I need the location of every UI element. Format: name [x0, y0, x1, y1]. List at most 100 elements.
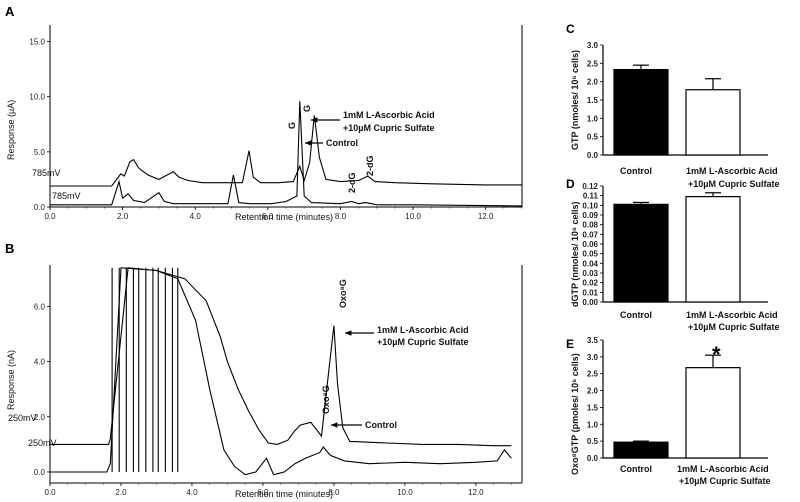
- y-tick-label: 0.5: [587, 133, 599, 142]
- y-tick-label: 0.03: [582, 269, 598, 278]
- bar-treated: [685, 89, 741, 156]
- y-tick-label: 0.0: [34, 203, 46, 212]
- y-tick-label: 2.0: [587, 387, 599, 396]
- chromatogram-trace: [50, 101, 523, 207]
- y-tick-label: 3.0: [587, 353, 599, 362]
- panel-a-control-label: Control: [326, 138, 358, 148]
- x-tick-label: 8.0: [328, 488, 340, 497]
- y-tick-label: 0.00: [582, 298, 598, 307]
- x-tick-label: 12.0: [478, 212, 494, 221]
- y-tick-label: 10.0: [29, 93, 45, 102]
- bar-treated: [685, 367, 741, 459]
- panel-b-xlabel: Retention time (minutes): [235, 489, 333, 499]
- label-250mv-top: 250mV: [8, 413, 37, 423]
- panel-d-cat-treat2: +10µM Cupric Sulfate: [688, 322, 779, 332]
- y-tick-label: 0.04: [582, 259, 598, 268]
- x-tick-label: 8.0: [335, 212, 347, 221]
- panel-a-xlabel: Retention time (minutes): [235, 212, 333, 222]
- y-tick-label: 0.5: [587, 437, 599, 446]
- y-tick-label: 4.0: [34, 358, 46, 367]
- y-tick-label: 0.01: [582, 288, 598, 297]
- chromatogram-trace: [50, 267, 512, 476]
- panel-label-d: D: [566, 177, 575, 191]
- panel-c-cat-treat1: 1mM L-Ascorbic Acid: [686, 166, 778, 176]
- panel-c-cat-control: Control: [620, 166, 652, 176]
- y-tick-label: 1.5: [587, 96, 599, 105]
- label-250mv-bottom: 250mV: [28, 438, 57, 448]
- panel-label-b: B: [5, 241, 14, 256]
- x-tick-label: 0.0: [44, 212, 56, 221]
- panel-d-cat-treat1: 1mM L-Ascorbic Acid: [686, 310, 778, 320]
- y-tick-label: 2.0: [587, 78, 599, 87]
- x-tick-label: 12.0: [468, 488, 484, 497]
- chromatogram-trace: [50, 115, 522, 187]
- x-tick-label: 10.0: [405, 212, 421, 221]
- y-tick-label: 0.11: [583, 192, 599, 201]
- panel-c-cat-treat2: +10µM Cupric Sulfate: [688, 179, 779, 189]
- peak-g-treated: G: [302, 105, 312, 112]
- x-tick-label: 4.0: [186, 488, 198, 497]
- y-tick-label: 0.06: [582, 240, 598, 249]
- panel-e-cat-treat2: +10µM Cupric Sulfate: [679, 476, 770, 486]
- panel-c-ylabel: GTP (nmoles/ 10⁶ cells): [570, 50, 580, 150]
- arrow-treated-b-head: [345, 330, 352, 336]
- y-tick-label: 0.0: [587, 151, 599, 160]
- y-tick-label: 2.5: [587, 59, 599, 68]
- x-tick-label: 6.0: [257, 488, 269, 497]
- peak-oxo8g-treated: Oxo⁸G: [338, 279, 348, 308]
- panel-d-cat-control: Control: [620, 310, 652, 320]
- y-tick-label: 3.0: [587, 41, 599, 50]
- panel-label-c: C: [566, 22, 575, 36]
- bar-treated: [685, 196, 741, 303]
- peak-2dg-treated: 2-dG: [365, 155, 375, 176]
- panel-a-treat-line1: 1mM L-Ascorbic Acid: [343, 110, 435, 120]
- y-tick-label: 0.07: [582, 230, 598, 239]
- y-tick-label: 2.0: [34, 413, 46, 422]
- significance-star: *: [712, 342, 721, 367]
- y-tick-label: 2.5: [587, 370, 599, 379]
- panel-e-cat-treat1: 1mM L-Ascorbic Acid: [677, 464, 769, 474]
- y-tick-label: 0.0: [587, 454, 599, 463]
- label-785mv-bottom: 785mV: [52, 191, 81, 201]
- x-tick-label: 0.0: [44, 488, 56, 497]
- panel-b-control-label: Control: [365, 420, 397, 430]
- y-tick-label: 0.12: [582, 182, 598, 191]
- y-tick-label: 0.0: [34, 468, 46, 477]
- panel-b-ylabel: Response (nA): [6, 350, 16, 410]
- panel-d-ylabel: dGTP (nmoles/ 10⁶ cells): [570, 201, 580, 307]
- x-tick-label: 10.0: [397, 488, 413, 497]
- panel-e-ylabel: Oxo⁸GTP (pmoles/ 10⁶ cells): [570, 353, 580, 475]
- panel-b-treat-line1: 1mM L-Ascorbic Acid: [377, 325, 469, 335]
- panel-a-ylabel: Response (µA): [6, 100, 16, 160]
- y-tick-label: 0.05: [582, 250, 598, 259]
- y-tick-label: 0.08: [582, 221, 598, 230]
- y-tick-label: 6.0: [34, 302, 46, 311]
- peak-2dg-control: 2-dG: [347, 172, 357, 193]
- arrow-treated-a-head: [311, 117, 318, 123]
- y-tick-label: 0.02: [582, 279, 598, 288]
- arrow-control-b-head: [331, 422, 338, 428]
- y-tick-label: 5.0: [34, 148, 46, 157]
- y-tick-label: 0.10: [582, 201, 598, 210]
- panel-b-treat-line2: +10µM Cupric Sulfate: [377, 337, 468, 347]
- panel-e-cat-control: Control: [620, 464, 652, 474]
- x-tick-label: 4.0: [190, 212, 202, 221]
- peak-g-control: G: [287, 122, 297, 129]
- y-tick-label: 1.0: [587, 420, 599, 429]
- bar-control: [613, 68, 669, 156]
- y-tick-label: 0.09: [582, 211, 598, 220]
- y-tick-label: 15.0: [29, 38, 45, 47]
- panel-label-e: E: [566, 337, 574, 351]
- chromatogram-trace: [50, 267, 512, 447]
- panel-label-a: A: [5, 4, 15, 19]
- y-tick-label: 1.5: [587, 403, 599, 412]
- bar-control: [613, 441, 669, 459]
- label-785mv-top: 785mV: [32, 168, 61, 178]
- y-tick-label: 1.0: [587, 114, 599, 123]
- x-tick-label: 2.0: [115, 488, 127, 497]
- chart-marks: 0.0 2.0 4.0 6.0 8.0 10.0 12.0 0.0 5.0 10.0 15.0 0.0…: [29, 25, 768, 497]
- x-tick-label: 6.0: [262, 212, 274, 221]
- arrow-control-a-head: [305, 140, 312, 146]
- x-tick-label: 2.0: [117, 212, 129, 221]
